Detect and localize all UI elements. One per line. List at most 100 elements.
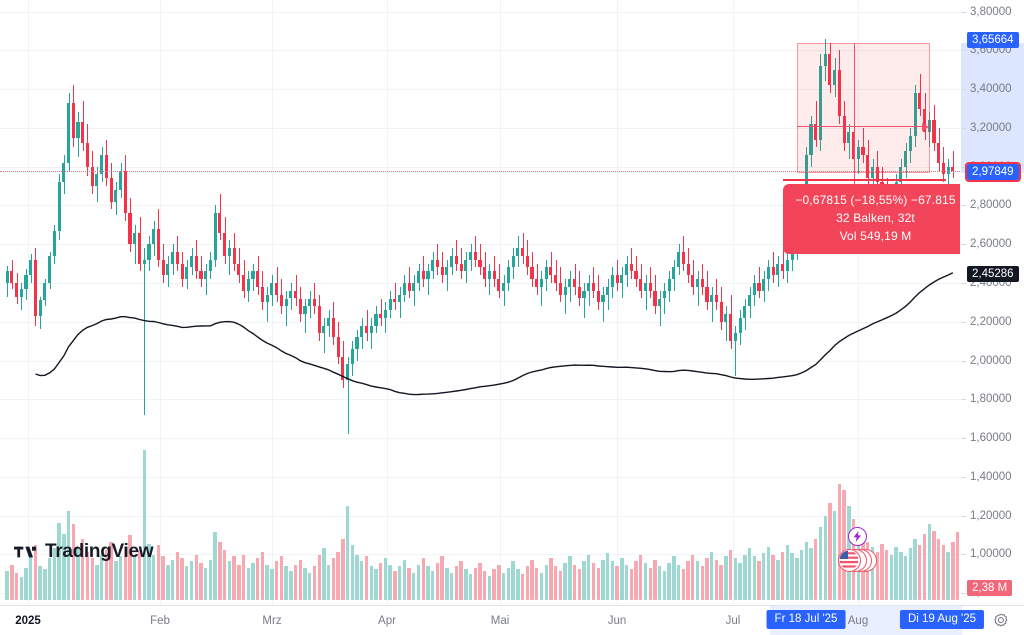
tradingview-logo-icon (14, 546, 36, 558)
volume-bar (752, 556, 756, 600)
candle-wick (726, 306, 727, 342)
candle-body (133, 232, 137, 245)
measurement-arrow-line (797, 126, 924, 127)
candle-body (199, 271, 203, 280)
volume-bar (766, 546, 771, 600)
candle-body (672, 267, 676, 280)
time-axis[interactable]: 2025 Feb Mrz Apr Mai Jun Jul Aug Fr 18 Jul '25 … (0, 605, 1024, 635)
candle-body (483, 267, 487, 280)
candle-body (625, 263, 629, 276)
volume-bar (308, 572, 312, 600)
candle-body (81, 122, 85, 144)
candle-body (762, 279, 766, 291)
volume-bar (591, 562, 596, 600)
us-flag-coins-icon[interactable] (838, 549, 861, 572)
volume-bar (544, 564, 548, 600)
volume-bar (260, 551, 265, 600)
volume-bar (298, 559, 302, 600)
volume-bar (667, 562, 671, 600)
measurement-vertical-line (854, 43, 856, 187)
volume-bar (747, 548, 752, 600)
candle-wick (617, 259, 618, 291)
candle-wick (395, 282, 396, 311)
lightning-bolt-icon[interactable] (848, 527, 867, 546)
candle-body (194, 255, 198, 272)
volume-bar (265, 564, 269, 600)
grid-line-horizontal (0, 127, 960, 129)
candle-body (67, 102, 71, 163)
candle-body (634, 271, 638, 280)
candle-body (421, 271, 425, 280)
candle-wick (584, 282, 585, 318)
candle-wick (783, 248, 784, 280)
measurement-bars-text: 32 Balken, 32t (836, 210, 915, 225)
volume-bar (605, 553, 610, 600)
volume-bar (128, 535, 132, 600)
price-tick-label: 2,00000 (970, 354, 1012, 367)
time-pill-end: Di 19 Aug '25 (899, 610, 985, 629)
brand-name: TradingView (45, 541, 154, 562)
candle-body (241, 275, 246, 291)
grid-line-horizontal (0, 89, 960, 91)
candle-wick (286, 290, 287, 326)
volume-bar (274, 561, 279, 600)
volume-bar (237, 564, 241, 600)
volume-bar (383, 558, 388, 600)
gear-icon[interactable] (992, 612, 1010, 630)
candle-body (52, 230, 56, 256)
time-axis-tick: Feb (150, 615, 170, 627)
price-axis-tick: 3,80000 (961, 4, 1024, 20)
volume-bar (38, 566, 42, 600)
time-pill-start: Fr 18 Jul '25 (766, 610, 846, 629)
candle-body (237, 263, 241, 276)
measurement-high-pill: 3,65664 (967, 32, 1019, 49)
volume-bar (828, 503, 832, 600)
tradingview-watermark: TradingView (14, 541, 154, 563)
price-axis[interactable]: 3,800003,600003,400003,200003,000002,800… (960, 0, 1024, 605)
candle-body (57, 182, 61, 231)
candle-body (464, 259, 468, 272)
volume-bar (790, 553, 794, 600)
candle-body (643, 282, 648, 291)
price-tick-label: 1,80000 (970, 393, 1012, 406)
volume-bar (5, 570, 9, 600)
candle-body (946, 166, 950, 175)
candle-wick (381, 298, 382, 326)
volume-bar (109, 541, 113, 600)
candle-body (19, 288, 23, 297)
volume-bar (676, 564, 681, 600)
volume-bar (662, 570, 667, 600)
price-tick-dash (961, 282, 966, 284)
volume-bar (52, 548, 57, 600)
volume-bar (62, 533, 66, 600)
candle-wick (664, 282, 665, 314)
candle-body (412, 282, 416, 291)
volume-bar (222, 550, 227, 600)
chart-plot-area[interactable]: −0,67815 (−18,55%) −67.815 32 Balken, 32… (0, 0, 960, 605)
grid-line-vertical (28, 0, 29, 605)
candle-body (729, 314, 733, 342)
candle-wick (660, 290, 661, 326)
candle-body (658, 298, 662, 307)
candle-body (875, 166, 879, 183)
volume-bar (303, 567, 307, 600)
volume-bar (468, 574, 473, 600)
candle-wick (556, 259, 557, 291)
candle-wick (948, 158, 949, 190)
volume-bar (937, 538, 941, 600)
candle-wick (144, 248, 145, 415)
volume-bar (435, 562, 440, 600)
candle-body (714, 294, 718, 303)
candle-body (152, 228, 156, 245)
candle-wick (608, 279, 609, 311)
volume-bar (903, 556, 908, 600)
candle-wick (385, 302, 386, 334)
candle-body (790, 248, 794, 260)
measurement-rectangle[interactable] (797, 43, 930, 173)
volume-bar (99, 554, 104, 600)
candle-body (937, 143, 941, 163)
candle-body (719, 302, 723, 322)
volume-bar (539, 572, 544, 600)
candle-body (511, 255, 515, 268)
